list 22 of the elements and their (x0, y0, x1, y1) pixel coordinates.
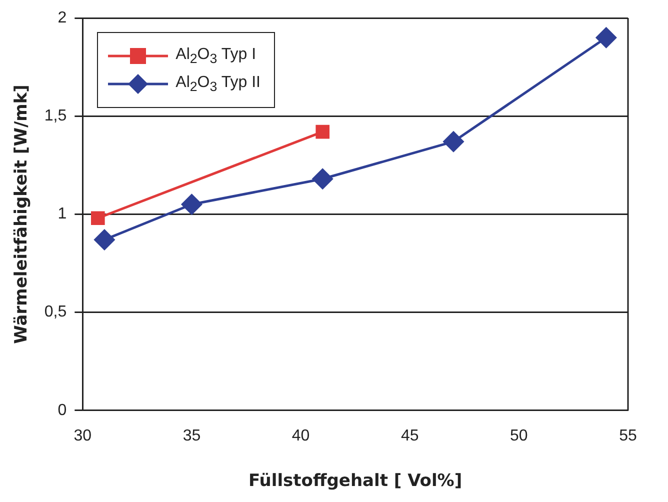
x-axis-title: Füllstoffgehalt [ Vol%] (248, 471, 462, 492)
y-tick-label: 1,5 (44, 108, 67, 125)
point (443, 131, 464, 152)
x-tick-label: 40 (292, 427, 310, 444)
y-tick-label: 0,5 (44, 304, 67, 321)
point (91, 211, 105, 226)
x-tick-label: 30 (74, 427, 92, 444)
legend-label: Al$_{2}$O$_{3}$ Typ I (176, 46, 256, 66)
point (316, 124, 330, 139)
x-tick-label: 35 (182, 427, 201, 444)
point (596, 27, 616, 48)
y-tick-label: 1 (58, 206, 67, 223)
y-tick-label: 0 (58, 402, 67, 419)
x-tick-label: 50 (510, 427, 528, 444)
legend-label: Al$_{2}$O$_{3}$ Typ II (176, 74, 260, 94)
y-tick-label: 2 (58, 9, 67, 26)
point (312, 168, 333, 190)
x-tick-label: 45 (400, 427, 419, 444)
point (181, 194, 202, 215)
x-tick-label: 55 (619, 427, 637, 444)
y-axis-title: Wärmeleitfähigkeit [W/mk] (12, 84, 32, 344)
point (94, 229, 115, 250)
